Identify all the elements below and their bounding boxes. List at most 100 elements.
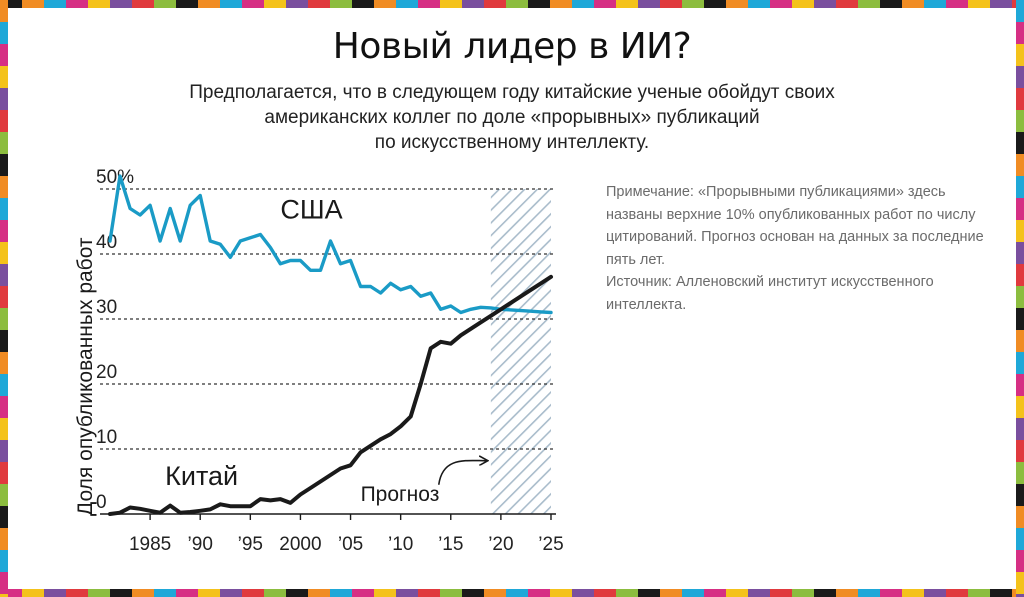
page-title: Новый лидер в ИИ?: [332, 26, 692, 67]
border-segment: [330, 0, 352, 8]
border-segment: [176, 0, 198, 8]
border-segment: [286, 589, 308, 597]
border-segment: [1016, 506, 1024, 528]
border-segment: [682, 589, 704, 597]
y-tick-label: 30: [96, 297, 117, 318]
x-tick-label: ’95: [238, 534, 263, 555]
border-segment: [660, 0, 682, 8]
series-line-china: [108, 274, 553, 516]
border-segment: [1016, 88, 1024, 110]
border-segment: [836, 0, 858, 8]
x-tick-label: ’90: [188, 534, 213, 555]
subtitle-line-2: американских коллег по доле «прорывных» …: [264, 107, 760, 128]
border-segment: [0, 88, 8, 110]
y-tick-label: 40: [96, 232, 117, 253]
border-segment: [44, 0, 66, 8]
border-segment: [704, 0, 726, 8]
border-segment: [1016, 396, 1024, 418]
border-segment: [638, 0, 660, 8]
border-segment: [0, 396, 8, 418]
border-bottom-strip: [0, 589, 1024, 597]
y-tick-label: 0: [96, 492, 107, 513]
border-segment: [0, 484, 8, 506]
border-segment: [616, 589, 638, 597]
border-segment: [88, 0, 110, 8]
border-segment: [0, 462, 8, 484]
border-segment: [880, 0, 902, 8]
subtitle-line-3: по искусственному интеллекту.: [374, 132, 650, 153]
border-segment: [110, 589, 132, 597]
border-segment: [902, 0, 924, 8]
note-text: Примечание: «Прорывными публикациями» зд…: [606, 184, 984, 268]
border-segment: [0, 528, 8, 550]
border-segment: [286, 0, 308, 8]
border-segment: [814, 0, 836, 8]
series-annotation: США: [280, 194, 342, 224]
x-tick-label: ’05: [338, 534, 363, 555]
border-segment: [1016, 220, 1024, 242]
subtitle-line-1: Предполагается, что в следующем году кит…: [189, 82, 835, 103]
border-segment: [792, 589, 814, 597]
x-tick-label: ’20: [488, 534, 513, 555]
border-segment: [22, 589, 44, 597]
border-segment: [1016, 198, 1024, 220]
border-segment: [66, 0, 88, 8]
border-segment: [0, 572, 8, 594]
x-tick-label: 2000: [279, 534, 321, 555]
border-segment: [0, 0, 8, 22]
border-segment: [0, 506, 8, 528]
border-segment: [704, 589, 726, 597]
border-segment: [990, 589, 1012, 597]
border-segment: [1016, 550, 1024, 572]
y-tick-label: 50%: [96, 167, 134, 188]
x-tick-label: ’10: [388, 534, 413, 555]
border-segment: [110, 0, 132, 8]
border-segment: [198, 589, 220, 597]
border-segment: [462, 589, 484, 597]
border-segment: [0, 22, 8, 44]
border-segment: [154, 589, 176, 597]
border-segment: [1016, 242, 1024, 264]
border-segment: [550, 589, 572, 597]
border-segment: [1016, 0, 1024, 22]
border-segment: [924, 589, 946, 597]
border-segment: [0, 589, 22, 597]
border-segment: [1016, 352, 1024, 374]
border-segment: [880, 589, 902, 597]
border-segment: [660, 589, 682, 597]
border-segment: [902, 589, 924, 597]
border-segment: [1016, 418, 1024, 440]
border-segment: [1016, 330, 1024, 352]
border-segment: [770, 0, 792, 8]
x-tick-label: ’25: [538, 534, 563, 555]
border-segment: [1016, 286, 1024, 308]
border-segment: [220, 0, 242, 8]
border-segment: [0, 198, 8, 220]
border-segment: [1016, 462, 1024, 484]
border-segment: [748, 589, 770, 597]
border-segment: [330, 589, 352, 597]
border-segment: [154, 0, 176, 8]
border-segment: [198, 0, 220, 8]
border-segment: [594, 0, 616, 8]
border-segment: [418, 589, 440, 597]
border-segment: [1016, 176, 1024, 198]
border-left-strip: [0, 0, 8, 597]
border-segment: [374, 589, 396, 597]
border-segment: [506, 589, 528, 597]
border-segment: [132, 0, 154, 8]
border-segment: [0, 594, 8, 597]
border-segment: [0, 110, 8, 132]
border-segment: [1016, 154, 1024, 176]
border-segment: [176, 589, 198, 597]
chart-note: Примечание: «Прорывными публикациями» зд…: [606, 181, 991, 316]
border-segment: [88, 589, 110, 597]
border-segment: [220, 589, 242, 597]
border-segment: [726, 0, 748, 8]
border-segment: [1016, 22, 1024, 44]
border-segment: [308, 0, 330, 8]
border-segment: [308, 589, 330, 597]
border-segment: [682, 0, 704, 8]
border-segment: [0, 440, 8, 462]
border-segment: [44, 589, 66, 597]
